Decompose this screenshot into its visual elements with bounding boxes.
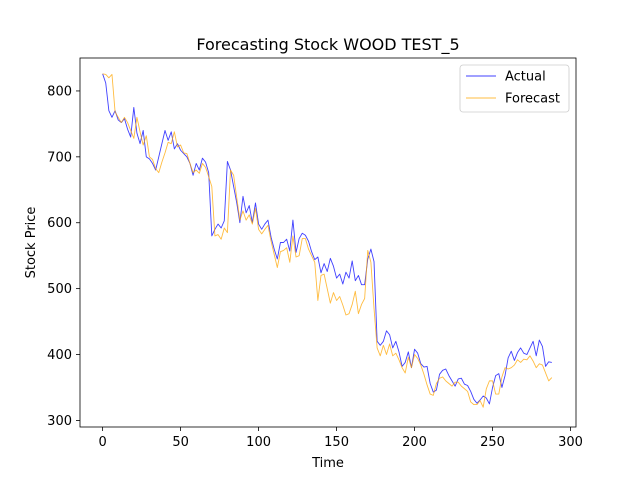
- x-axis-label: Time: [311, 456, 344, 471]
- series-layer: [102, 73, 553, 408]
- y-axis: 300 400 500 600 700 800: [47, 84, 80, 429]
- x-tick-label: 100: [246, 435, 271, 450]
- y-tick-label: 400: [47, 348, 72, 363]
- legend-actual-label: Actual: [505, 70, 546, 85]
- y-tick-label: 500: [47, 282, 72, 297]
- series-line-actual: [102, 73, 552, 405]
- series-line-forecast: [102, 73, 553, 408]
- y-tick-label: 700: [47, 150, 72, 165]
- plot-area: [79, 57, 577, 428]
- x-tick-label: 200: [402, 435, 427, 450]
- x-tick-label: 0: [98, 435, 106, 450]
- y-tick-label: 800: [47, 84, 72, 99]
- x-tick-label: 50: [172, 435, 189, 450]
- x-axis: 0 50 100 150 200 250 300: [98, 427, 583, 450]
- legend-forecast-label: Forecast: [505, 92, 560, 107]
- chart-title: Forecasting Stock WOOD TEST_5: [196, 35, 459, 55]
- y-axis-label: Stock Price: [24, 207, 39, 279]
- legend: Actual Forecast: [459, 64, 570, 113]
- plot-background: [80, 58, 576, 427]
- x-tick-label: 250: [480, 435, 505, 450]
- plot-frame: [79, 57, 577, 428]
- y-tick-label: 600: [47, 216, 72, 231]
- legend-frame: [459, 64, 570, 113]
- x-tick-label: 150: [324, 435, 349, 450]
- x-tick-label: 300: [558, 435, 583, 450]
- y-tick-label: 300: [47, 414, 72, 429]
